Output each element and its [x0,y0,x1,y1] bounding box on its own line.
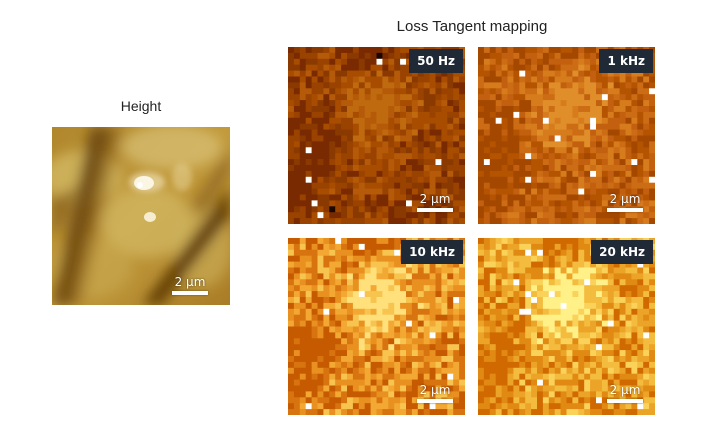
frequency-badge: 1 kHz [599,49,653,73]
frequency-badge: 20 kHz [591,240,653,264]
loss-tangent-title: Loss Tangent mapping [396,18,548,35]
scale-bar-label: 2 µm [174,275,206,289]
scale-bar-line [607,208,643,212]
scale-bar-line [607,399,643,403]
frequency-badge: 50 Hz [409,49,463,73]
height-map-image: 2 µm [52,127,230,305]
scale-bar-label: 2 µm [419,383,451,397]
scale-bar: 2 µm [607,383,643,403]
pixel-map [288,47,465,224]
height-map-title: Height [120,98,162,114]
scale-bar: 2 µm [417,383,453,403]
scale-bar-line [417,399,453,403]
frequency-badge: 10 kHz [401,240,463,264]
scale-bar-line [172,291,208,295]
loss-map-1khz: 1 kHz 2 µm [478,47,655,224]
loss-map-10khz: 10 kHz 2 µm [288,238,465,415]
scale-bar-line [417,208,453,212]
scale-bar: 2 µm [172,275,208,295]
scale-bar-label: 2 µm [609,192,641,206]
loss-map-50hz: 50 Hz 2 µm [288,47,465,224]
scale-bar-label: 2 µm [609,383,641,397]
scale-bar: 2 µm [417,192,453,212]
scale-bar: 2 µm [607,192,643,212]
height-map-graphic [52,127,230,305]
loss-map-20khz: 20 kHz 2 µm [478,238,655,415]
scale-bar-label: 2 µm [419,192,451,206]
